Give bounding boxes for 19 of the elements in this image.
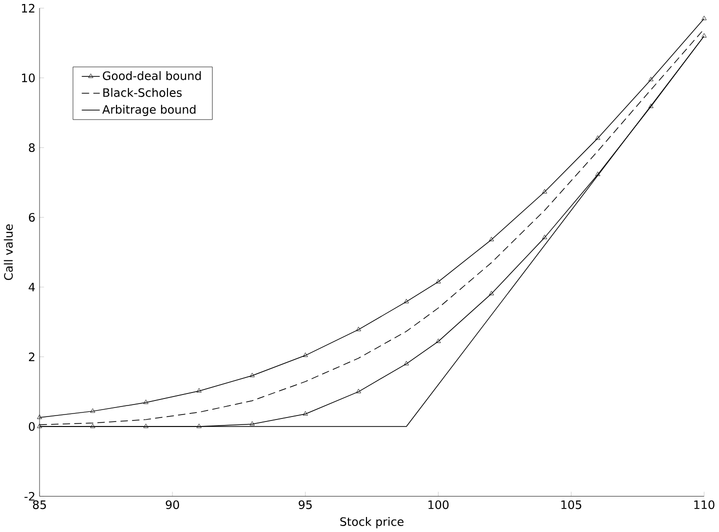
- y-tick-label: 2: [28, 352, 34, 362]
- legend-label: Arbitrage bound: [102, 104, 196, 116]
- y-tick-label: 10: [22, 73, 35, 82]
- y-tick-label: 8: [28, 143, 35, 152]
- y-tick-label: 12: [22, 4, 34, 12]
- y-tick-label: 4: [28, 282, 35, 292]
- x-tick-label: 105: [561, 500, 582, 510]
- x-tick-label: 90: [166, 500, 180, 510]
- x-tick-label: 95: [298, 500, 312, 510]
- x-tick-label: 85: [32, 500, 46, 510]
- y-axis-title: Call value: [4, 224, 13, 280]
- legend-label: Good-deal bound: [102, 71, 201, 80]
- legend-label: Black-Scholes: [103, 88, 182, 97]
- x-tick-label: 100: [428, 500, 449, 510]
- x-tick-label: 110: [694, 500, 714, 510]
- y-tick-label: 6: [28, 212, 35, 222]
- y-tick-label: 0: [28, 422, 35, 431]
- x-axis-title: Stock price: [340, 516, 404, 528]
- y-tick-label: -2: [24, 492, 34, 501]
